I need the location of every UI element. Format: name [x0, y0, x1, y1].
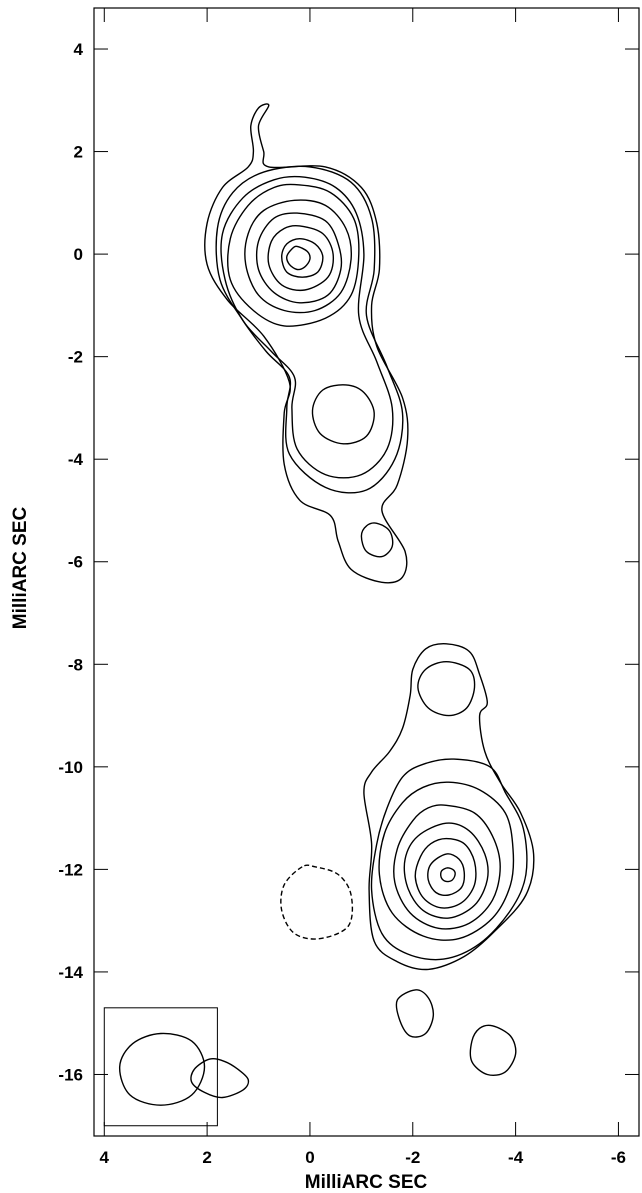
contour-north-2 — [215, 165, 404, 494]
x-tick-label: -6 — [611, 1148, 626, 1167]
contour-south-7 — [427, 853, 466, 897]
axis-ticks: 4 2 0 -2 -4 -6 4 2 0 -2 -4 -6 -8 -10 -12 -14 -16 — [58, 8, 639, 1167]
y-tick-label: -2 — [68, 348, 83, 367]
y-tick-label: 2 — [74, 143, 83, 162]
contour-north-8 — [280, 237, 324, 278]
y-tick-label: 4 — [74, 40, 84, 59]
contour-knot-b — [360, 522, 394, 558]
contour-blob-low-1 — [395, 989, 435, 1038]
y-tick-label: -4 — [68, 450, 84, 469]
contour-layer — [118, 103, 535, 1106]
contour-south-3 — [378, 781, 515, 941]
contour-north-7 — [267, 224, 335, 292]
y-tick-label: -8 — [68, 655, 83, 674]
contour-south-outer — [363, 643, 535, 971]
contour-beam-circle — [118, 1032, 206, 1106]
contour-north-3 — [220, 175, 394, 479]
y-tick-label: -16 — [58, 1065, 83, 1084]
contour-beam-teardrop — [190, 1058, 250, 1099]
beam-box — [103, 1007, 218, 1127]
x-tick-label: -4 — [508, 1148, 524, 1167]
contour-blob-low-2 — [469, 1024, 517, 1077]
contour-north-4 — [227, 183, 360, 327]
contour-north-outer — [204, 103, 409, 584]
contour-north-5 — [244, 199, 352, 314]
y-tick-label: -14 — [58, 963, 83, 982]
x-axis-label: MilliARC SEC — [305, 1172, 428, 1193]
contour-north-9 — [286, 245, 311, 271]
contour-south-8 — [440, 867, 456, 883]
y-axis-label: MilliARC SEC — [10, 506, 31, 629]
contour-south-2 — [370, 758, 528, 961]
y-tick-label: -10 — [58, 758, 83, 777]
x-tick-label: 4 — [100, 1148, 110, 1167]
y-tick-label: -12 — [58, 860, 83, 879]
x-tick-label: 0 — [305, 1148, 314, 1167]
x-tick-label: 2 — [202, 1148, 211, 1167]
y-tick-label: 0 — [74, 245, 83, 264]
contour-south-4 — [393, 804, 501, 930]
y-tick-label: -6 — [68, 553, 83, 572]
contour-south-6 — [414, 837, 477, 909]
plot-frame — [93, 7, 640, 1137]
contour-north-6 — [255, 212, 343, 304]
contour-south-top-blob — [417, 660, 476, 717]
x-tick-label: -2 — [405, 1148, 420, 1167]
contour-south-5 — [403, 822, 489, 919]
contour-negative-contour — [280, 864, 354, 940]
contour-knot-a — [311, 384, 375, 445]
